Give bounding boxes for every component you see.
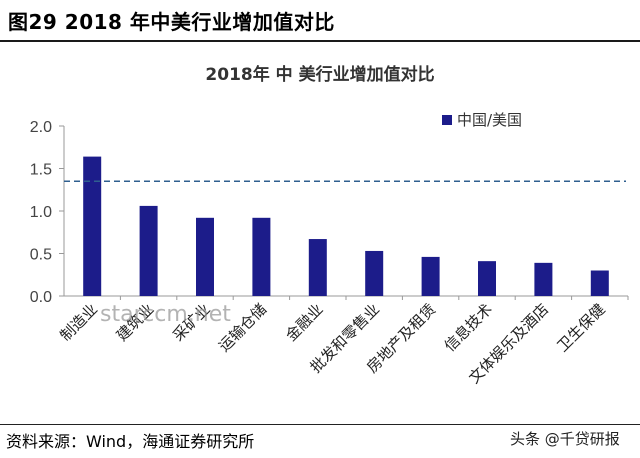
legend-label: 中国/美国 (457, 111, 522, 129)
bottom-rule (0, 424, 640, 425)
bar (590, 270, 609, 296)
watermark-overlay: starccm.net (100, 302, 231, 327)
y-tick-label: 2.0 (30, 119, 52, 136)
bar (252, 217, 271, 296)
figure-heading: 图29 2018 年中美行业增加值对比 (8, 10, 335, 34)
x-tick-label: 卫生保健 (553, 300, 608, 355)
legend-swatch (442, 115, 452, 125)
bar (196, 217, 214, 296)
y-tick-label: 1.5 (30, 162, 52, 179)
bar (83, 156, 102, 296)
x-tick-label: 信息技术 (441, 300, 496, 355)
bar (365, 250, 384, 296)
watermark: 头条 @千贷研报 (510, 428, 620, 449)
y-tick-label: 1.0 (30, 204, 52, 221)
x-tick-label: 制造业 (56, 300, 101, 345)
bar (478, 261, 496, 296)
source-note: 资料来源：Wind，海通证券研究所 (6, 432, 255, 451)
top-rule (0, 40, 640, 42)
bar (139, 205, 158, 296)
bar (534, 262, 553, 296)
bar (308, 239, 327, 296)
x-tick-label: 金融业 (282, 300, 327, 345)
y-tick-label: 0.5 (30, 247, 52, 264)
bar (421, 256, 440, 296)
chart-title: 2018年 中 美行业增加值对比 (205, 64, 434, 85)
figure-header: 图29 2018 年中美行业增加值对比 (0, 0, 640, 38)
watermark-text: 头条 @千贷研报 (510, 430, 620, 448)
y-tick-label: 0.0 (30, 289, 52, 306)
